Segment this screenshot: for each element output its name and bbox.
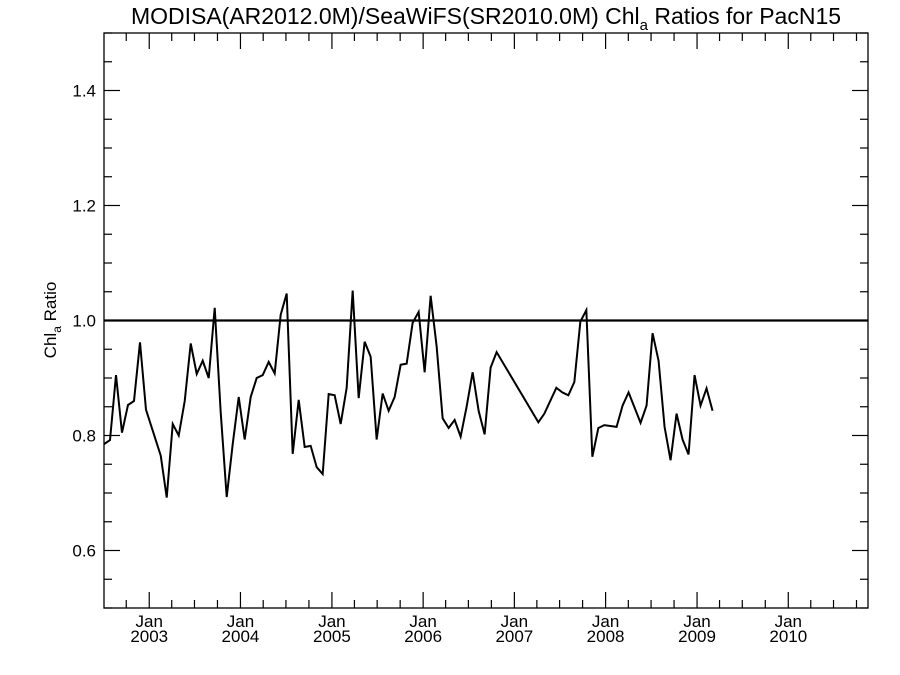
x-tick-year-label: 2006 [404,627,442,646]
x-tick-month-label: Jan [227,612,254,631]
y-tick-label: 1.2 [72,197,96,216]
y-tick-label: 1.0 [72,312,96,331]
x-axis-ticks: Jan2003Jan2004Jan2005Jan2006Jan2007Jan20… [125,33,858,646]
x-tick-month-label: Jan [592,612,619,631]
x-tick-month-label: Jan [136,612,163,631]
x-tick-year-label: 2004 [222,627,260,646]
plot-frame [103,32,869,609]
x-tick-month-label: Jan [409,612,436,631]
x-tick-year-label: 2008 [587,627,625,646]
y-tick-label: 1.4 [72,82,96,101]
chart-title: MODISA(AR2012.0M)/SeaWiFS(SR2010.0M) Chl… [131,3,841,34]
x-tick-month-label: Jan [683,612,710,631]
y-axis-ticks: 0.6 0.8 1.0 1.2 1.4 [72,32,868,609]
series-line [103,290,714,498]
x-tick-month-label: Jan [775,612,802,631]
x-tick-month-label: Jan [501,612,528,631]
x-tick-year-label: 2010 [769,627,807,646]
x-tick-year-label: 2009 [678,627,716,646]
x-tick-year-label: 2003 [130,627,168,646]
y-axis-label: Chla Ratio [41,282,64,359]
y-tick-label: 0.6 [72,542,96,561]
x-tick-year-label: 2005 [313,627,351,646]
x-tick-year-label: 2007 [495,627,533,646]
y-tick-label: 0.8 [72,427,96,446]
x-tick-month-label: Jan [318,612,345,631]
